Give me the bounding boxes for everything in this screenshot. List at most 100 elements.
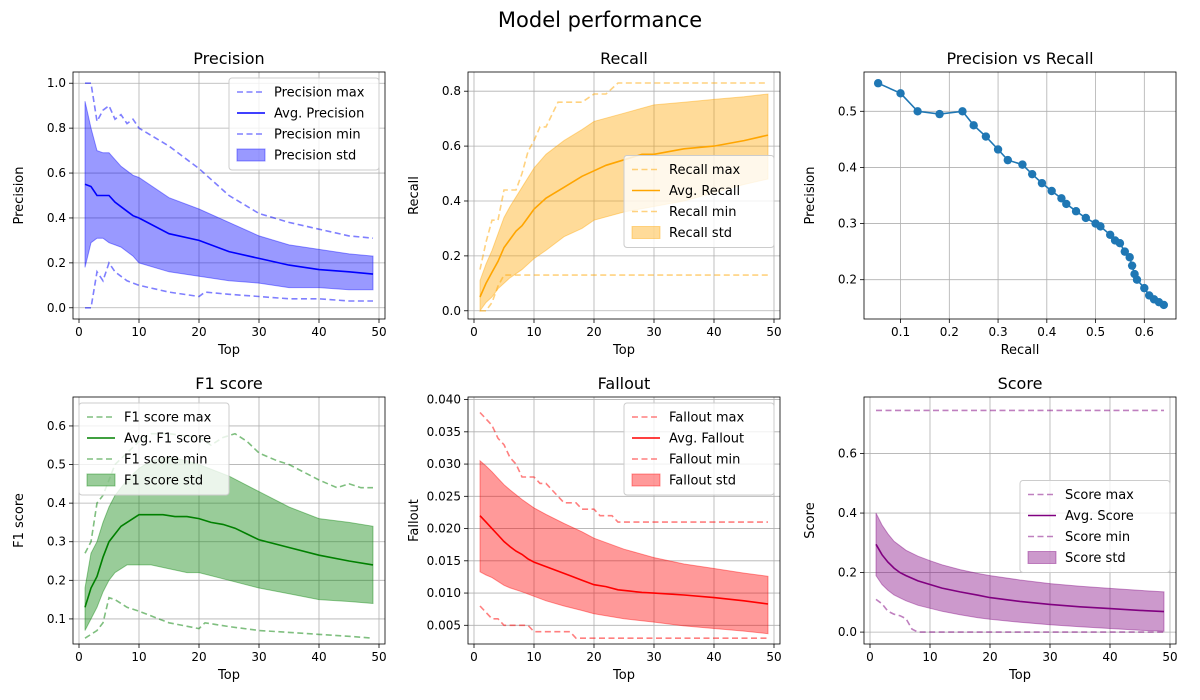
chart-score-xlabel: Top xyxy=(1008,668,1031,683)
chart-precision-vs-recall-point xyxy=(1081,213,1091,223)
chart-recall-ytick-label: 0.0 xyxy=(442,304,461,318)
chart-fallout-legend-box xyxy=(623,402,775,496)
chart-precision-vs-recall-point xyxy=(1047,186,1056,196)
chart-fallout-avg-fallout xyxy=(479,515,769,605)
chart-precision-vs-recall-point xyxy=(1018,160,1027,169)
chart-score-score-min xyxy=(875,598,1164,633)
chart-f1-score-ytick-label: 0.2 xyxy=(47,573,66,587)
chart-precision-vs-recall-xtick-label: 0.2 xyxy=(940,325,959,339)
chart-precision-legend-precision-max-label: Precision max xyxy=(274,86,365,101)
chart-precision-legend-precision-min-label: Precision min xyxy=(274,128,361,143)
chart-score-xtick-label: 0 xyxy=(866,650,874,664)
chart-score-title: Score xyxy=(998,374,1043,393)
chart-precision-vs-recall-ytick-label: 0.3 xyxy=(838,217,857,231)
chart-score-legend-score-std-label: Score std xyxy=(1065,551,1126,566)
chart-f1-score-avg-f1-score xyxy=(84,513,374,608)
chart-precision-vs-recall-xtick-label: 0.5 xyxy=(1086,325,1105,339)
chart-precision-vs-recall-point xyxy=(969,121,978,130)
chart-recall-xtick-label: 40 xyxy=(706,325,721,339)
chart-recall-legend-recall-std-label: Recall std xyxy=(669,226,732,241)
chart-fallout-fallout-max xyxy=(479,411,768,523)
chart-f1-score-xtick-label: 40 xyxy=(311,650,326,664)
chart-recall-xtick-label: 10 xyxy=(526,325,541,339)
chart-precision-vs-recall-point xyxy=(1127,261,1137,270)
chart-precision-vs-recall-title: Precision vs Recall xyxy=(946,49,1093,68)
chart-recall-xtick-label: 20 xyxy=(586,325,601,339)
chart-recall-xtick-label: 0 xyxy=(470,325,478,339)
chart-f1-score-legend-f1-score-max-label: F1 score max xyxy=(124,411,212,426)
chart-fallout-legend: Fallout max Avg. Fallout Fallout min Fallou… xyxy=(623,402,775,496)
chart-precision-vs-recall-frame xyxy=(863,71,1177,320)
chart-precision-xtick-label: 0 xyxy=(75,325,83,339)
chart-fallout-xtick-label: 50 xyxy=(766,650,781,664)
chart-precision-vs-recall-point xyxy=(913,107,922,116)
chart-fallout-ytick-label: 0.020 xyxy=(427,522,461,536)
chart-precision-ylabel: Precision xyxy=(12,166,27,224)
chart-precision-vs-recall: 0.1 0.2 0.3 0.4 0.5 0.6 0.2 0.3 0.4 0.5 Precision … xyxy=(803,49,1177,358)
chart-precision-vs-recall-point xyxy=(896,89,905,98)
chart-score-xtick-label: 40 xyxy=(1102,650,1117,664)
chart-precision-vs-recall-xtick-label: 0.6 xyxy=(1135,325,1154,339)
chart-f1-score-xtick-label: 50 xyxy=(371,650,386,664)
chart-score-ylabel: Score xyxy=(803,502,818,538)
chart-fallout-xtick-label: 30 xyxy=(646,650,661,664)
chart-score-frame xyxy=(863,396,1177,645)
chart-precision-vs-recall-ytick-label: 0.5 xyxy=(838,104,857,118)
chart-f1-score-legend-f1-score-std-label: F1 score std xyxy=(124,474,203,489)
chart-recall-frame xyxy=(467,71,781,320)
chart-fallout-xtick-label: 20 xyxy=(586,650,601,664)
chart-precision-vs-recall-point xyxy=(1120,247,1130,256)
chart-precision-vs-recall-point xyxy=(873,79,883,88)
chart-precision-vs-recall-point xyxy=(1159,300,1169,310)
chart-f1-score-legend-f1-score-min-label: F1 score min xyxy=(124,453,207,468)
chart-score-legend-score-max-label: Score max xyxy=(1065,488,1134,503)
chart-f1-score-ytick-label: 0.5 xyxy=(47,458,66,472)
chart-precision-xtick-label: 30 xyxy=(251,325,266,339)
chart-precision-ytick-label: 0.8 xyxy=(47,121,66,135)
chart-fallout-legend-fallout-max-label: Fallout max xyxy=(669,411,745,426)
chart-fallout-ylabel: Fallout xyxy=(407,499,422,542)
chart-fallout-legend-fallout-min-label: Fallout min xyxy=(669,453,740,468)
chart-fallout-ytick-label: 0.005 xyxy=(427,618,461,632)
chart-precision-precision-max xyxy=(85,82,374,239)
chart-precision-vs-recall-point xyxy=(935,109,944,119)
chart-score-xtick-label: 10 xyxy=(922,650,937,664)
chart-score-legend-box xyxy=(1019,480,1171,573)
chart-recall-legend-recall-min-label: Recall min xyxy=(669,205,736,220)
chart-precision-vs-recall-series-line xyxy=(877,82,1165,306)
chart-precision-vs-recall-point xyxy=(1105,230,1115,239)
chart-f1-score-legend-f1-score-std-swatch xyxy=(86,473,116,487)
chart-f1-score-xtick-label: 10 xyxy=(131,650,146,664)
chart-precision-xtick-label: 40 xyxy=(311,325,326,339)
chart-precision-precision-min xyxy=(85,261,373,309)
chart-score-xtick-label: 50 xyxy=(1162,650,1177,664)
chart-precision-title: Precision xyxy=(193,49,264,68)
chart-score-ytick-label: 0.0 xyxy=(838,625,857,639)
figure-title: Model performance xyxy=(497,8,703,32)
chart-f1-score-f1-score-min xyxy=(84,596,374,639)
chart-precision-xtick-label: 20 xyxy=(191,325,206,339)
chart-precision-ytick-label: 0.6 xyxy=(47,166,66,180)
chart-fallout-ytick-label: 0.025 xyxy=(427,489,461,503)
chart-precision-legend: Precision max Avg. Precision Precision min… xyxy=(228,77,380,171)
chart-precision-vs-recall-point xyxy=(1071,207,1081,216)
chart-precision-frame xyxy=(72,71,386,320)
chart-precision-vs-recall-point xyxy=(1115,239,1125,248)
chart-precision-vs-recall-point xyxy=(1037,178,1047,188)
chart-f1-score-ytick-label: 0.1 xyxy=(47,612,66,626)
chart-precision-vs-recall-point xyxy=(1140,283,1149,293)
chart-f1-score-xtick-label: 30 xyxy=(251,650,266,664)
chart-recall-legend-avg-recall-label: Avg. Recall xyxy=(669,184,740,199)
chart-recall-legend-box xyxy=(623,155,775,248)
chart-score-plot-area xyxy=(875,409,1165,633)
chart-recall-xlabel: Top xyxy=(612,343,635,358)
chart-fallout-ytick-label: 0.010 xyxy=(427,586,461,600)
chart-precision-vs-recall-point xyxy=(1096,222,1105,231)
chart-precision-ytick-label: 1.0 xyxy=(47,76,66,90)
chart-score: 0 10 20 30 40 50 0.0 0.2 0.4 0.6 Score Top Score Scor… xyxy=(803,374,1178,683)
chart-recall-ytick-label: 0.6 xyxy=(442,139,461,153)
chart-f1-score-legend: F1 score max Avg. F1 score F1 score min F1 … xyxy=(78,402,230,496)
chart-precision-vs-recall-ytick-label: 0.4 xyxy=(838,160,857,174)
chart-f1-score-ytick-label: 0.6 xyxy=(47,419,66,433)
